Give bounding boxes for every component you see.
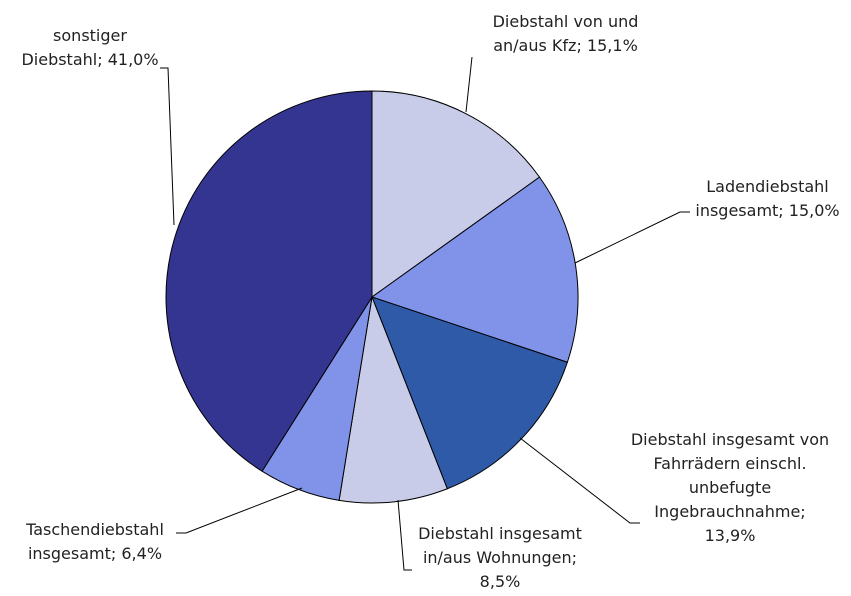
pie-slice [165, 90, 373, 472]
slice-label: Diebstahl von und an/aus Kfz; 15,1% [478, 10, 653, 58]
category-name: Diebstahl insgesamt in/aus Wohnungen; [418, 524, 582, 567]
slice-label: Diebstahl insgesamt in/aus Wohnungen; 8,… [405, 522, 595, 594]
value-label: 6,4% [121, 544, 163, 563]
category-name: Ladendiebstahl insgesamt; [695, 177, 829, 220]
pie-slice [338, 295, 448, 504]
pie [165, 90, 579, 504]
pie-slice [370, 176, 579, 363]
value-label: 15,1% [586, 36, 638, 55]
slice-label: Taschendiebstahl insgesamt; 6,4% [10, 518, 180, 566]
slice-label: sonstiger Diebstahl; 41,0% [10, 24, 170, 72]
value-label: 13,9% [704, 526, 756, 545]
category-name: sonstiger Diebstahl; [21, 26, 127, 69]
category-name: Diebstahl von und an/aus Kfz; [492, 12, 639, 55]
slice-label: Ladendiebstahl insgesamt; 15,0% [680, 175, 851, 223]
leader-line [397, 499, 412, 571]
category-name: Diebstahl insgesamt von Fahrrädern einsc… [630, 430, 830, 521]
leader-lines [160, 56, 690, 571]
value-label: 8,5% [479, 572, 521, 591]
slice-label: Diebstahl insgesamt von Fahrrädern einsc… [630, 428, 830, 548]
value-label: 15,0% [788, 201, 840, 220]
leader-line [465, 56, 473, 113]
leader-line [574, 211, 690, 264]
pie-slice [371, 90, 541, 298]
leader-line [160, 67, 175, 226]
leader-line [176, 487, 303, 534]
leader-line [519, 437, 640, 524]
category-name: Taschendiebstahl insgesamt; [26, 520, 164, 563]
value-label: 41,0% [107, 50, 159, 69]
